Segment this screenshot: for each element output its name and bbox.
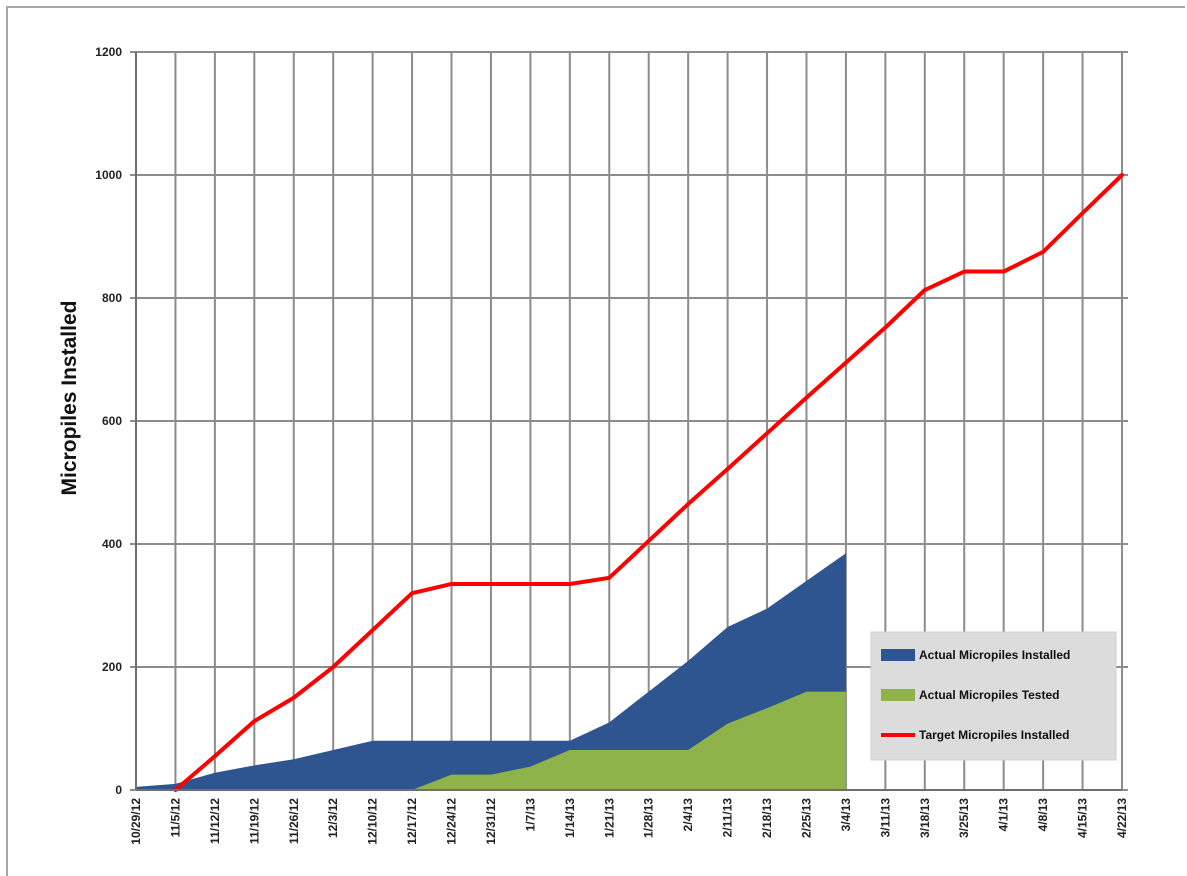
x-tick-label: 1/7/13 (523, 798, 537, 832)
x-tick-label: 11/19/12 (247, 798, 261, 844)
legend-label: Actual Micropiles Installed (919, 648, 1070, 662)
y-axis-title: Micropiles Installed (58, 301, 81, 496)
legend-swatch (881, 689, 915, 701)
x-tick-label: 10/29/12 (129, 798, 143, 845)
x-tick-labels: 10/29/12 11/5/12 11/12/12 11/19/12 11/26/12 1… (129, 798, 1129, 845)
legend-swatch (881, 649, 915, 661)
legend-label: Actual Micropiles Tested (919, 688, 1059, 702)
x-tick-label: 12/24/12 (445, 798, 459, 845)
x-tick-label: 11/12/12 (208, 798, 222, 844)
x-tick-label: 3/11/13 (878, 798, 892, 838)
area-series (136, 553, 846, 790)
x-tick-label: 4/8/13 (1036, 798, 1050, 832)
line-series (173, 173, 1124, 792)
x-tick-label: 12/31/12 (484, 798, 498, 845)
chart-frame (6, 6, 1185, 876)
x-tick-label: 11/5/12 (168, 798, 182, 838)
area-actual-micropiles-installed (136, 553, 846, 790)
x-tick-label: 3/25/13 (957, 798, 971, 838)
y-tick-label: 1000 (95, 168, 122, 182)
x-tick-label: 3/18/13 (918, 798, 932, 838)
y-tick-labels: 0 200 400 600 800 1000 1200 (95, 45, 122, 797)
x-tick-label: 1/21/13 (602, 798, 616, 838)
x-tick-label: 4/15/13 (1076, 798, 1090, 838)
legend-label: Target Micropiles Installed (919, 728, 1069, 742)
x-tick-label: 11/26/12 (287, 798, 301, 844)
x-tick-label: 2/18/13 (760, 798, 774, 838)
x-tick-label: 12/10/12 (366, 798, 380, 845)
y-tick-label: 600 (102, 414, 122, 428)
area-actual-micropiles-tested (136, 691, 846, 790)
x-tick-label: 2/11/13 (721, 798, 735, 838)
line-target-micropiles-installed (173, 173, 1124, 792)
x-tick-label: 4/1/13 (997, 798, 1011, 832)
x-tick-label: 1/14/13 (563, 798, 577, 838)
y-tick-label: 0 (115, 783, 122, 797)
x-tick-label: 4/22/13 (1115, 798, 1129, 838)
y-tick-label: 200 (102, 660, 122, 674)
x-tick-label: 3/4/13 (839, 798, 853, 832)
axes (135, 52, 1122, 791)
x-tick-label: 2/25/13 (799, 798, 813, 838)
y-tick-label: 400 (102, 537, 122, 551)
x-tick-label: 1/28/13 (642, 798, 656, 838)
y-tick-label: 1200 (95, 45, 122, 59)
legend: Actual Micropiles Installed Actual Microp… (870, 631, 1117, 761)
x-tick-label: 12/17/12 (405, 798, 419, 845)
x-tick-label: 2/4/13 (681, 798, 695, 832)
y-tick-label: 800 (102, 291, 122, 305)
x-tick-label: 12/3/12 (326, 798, 340, 838)
